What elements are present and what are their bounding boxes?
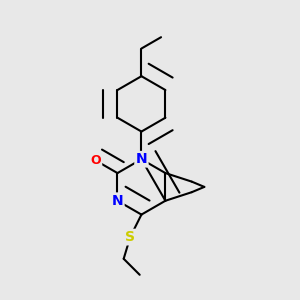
Text: N: N [136,152,147,166]
Text: N: N [112,194,123,208]
Text: O: O [90,154,101,167]
Text: S: S [125,230,135,244]
